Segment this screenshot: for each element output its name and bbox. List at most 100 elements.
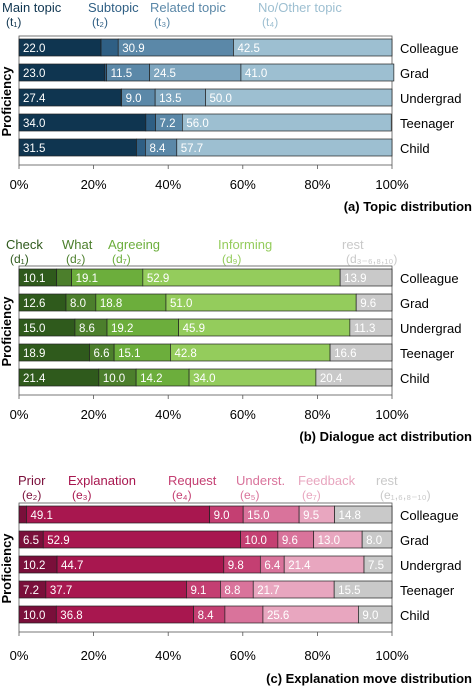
y-axis-label: Proficiency bbox=[0, 533, 14, 604]
category-label: Colleague bbox=[400, 41, 459, 56]
legend-label: Related topic bbox=[150, 0, 226, 15]
category-label: Grad bbox=[400, 66, 429, 81]
bar-segment bbox=[355, 293, 393, 312]
legend-label: What bbox=[62, 237, 93, 252]
data-label: 31.5 bbox=[23, 143, 45, 155]
data-label: 24.5 bbox=[154, 68, 176, 80]
legend-label: Main topic bbox=[2, 0, 62, 15]
data-label: 9.0 bbox=[214, 510, 230, 522]
data-label: 8.4 bbox=[198, 610, 215, 622]
legend-sub: (d₉) bbox=[222, 252, 241, 266]
data-label: 10.0 bbox=[245, 535, 267, 547]
data-label: 34.0 bbox=[193, 373, 215, 385]
bar-segment bbox=[26, 505, 210, 524]
data-label: 6.6 bbox=[93, 348, 109, 360]
category-label: Child bbox=[400, 141, 430, 156]
legend-label: Explanation bbox=[68, 473, 136, 488]
x-tick-label: 20% bbox=[81, 407, 107, 422]
data-label: 13.5 bbox=[159, 93, 181, 105]
data-label: 10.2 bbox=[23, 560, 45, 572]
data-label: 21.7 bbox=[257, 585, 279, 597]
x-tick-label: 20% bbox=[81, 648, 107, 663]
x-tick-label: 80% bbox=[304, 177, 330, 192]
bar-segment bbox=[334, 505, 393, 524]
data-label: 11.5 bbox=[111, 68, 133, 80]
category-label: Undergrad bbox=[400, 91, 461, 106]
chart-panel-3: Prior(e₂) Explanation(e₃) Request(e₄) Under… bbox=[0, 473, 472, 686]
data-label: 20.4 bbox=[320, 373, 343, 385]
bar-segment bbox=[182, 113, 392, 132]
bar-segment bbox=[363, 555, 393, 574]
bar-segment bbox=[361, 530, 393, 549]
x-tick-label: 40% bbox=[155, 407, 181, 422]
chart-caption: (b) Dialogue act distribution bbox=[299, 429, 472, 444]
data-label: 57.7 bbox=[181, 143, 203, 155]
data-label: 8.4 bbox=[149, 143, 166, 155]
data-label: 37.7 bbox=[50, 585, 72, 597]
bar-segment bbox=[339, 268, 393, 287]
data-label: 14.8 bbox=[339, 510, 361, 522]
data-label: 56.0 bbox=[186, 118, 208, 130]
data-label: 15.0 bbox=[23, 323, 45, 335]
data-label: 30.9 bbox=[122, 43, 144, 55]
bar-segment bbox=[176, 138, 393, 157]
data-label: 9.0 bbox=[362, 610, 378, 622]
data-label: 45.9 bbox=[183, 323, 205, 335]
data-label: 8.6 bbox=[79, 323, 95, 335]
data-label: 9.0 bbox=[126, 93, 142, 105]
bar-segment bbox=[205, 88, 393, 107]
legend-label: rest bbox=[376, 473, 398, 488]
data-label: 12.6 bbox=[23, 298, 45, 310]
y-axis-label: Proficiency bbox=[0, 296, 14, 367]
data-label: 8.0 bbox=[70, 298, 86, 310]
data-label: 9.6 bbox=[282, 535, 298, 547]
data-label: 25.6 bbox=[267, 610, 289, 622]
legend-label: Agreeing bbox=[108, 237, 160, 252]
legend-label: Prior bbox=[18, 473, 46, 488]
legend-sub: (t₂) bbox=[92, 15, 108, 29]
legend-sub: (t₃) bbox=[154, 15, 170, 29]
legend-sub: (d₃₋₆,₈,₁₀) bbox=[346, 252, 397, 266]
chart-caption: (a) Topic distribution bbox=[344, 199, 472, 214]
category-label: Colleague bbox=[400, 271, 459, 286]
data-label: 7.2 bbox=[160, 118, 176, 130]
x-tick-label: 60% bbox=[230, 407, 256, 422]
legend-label: rest bbox=[342, 237, 364, 252]
data-label: 51.0 bbox=[170, 298, 192, 310]
category-label: Grad bbox=[400, 296, 429, 311]
data-label: 36.8 bbox=[60, 610, 82, 622]
data-label: 27.4 bbox=[23, 93, 46, 105]
category-label: Undergrad bbox=[400, 321, 461, 336]
data-label: 15.1 bbox=[118, 348, 140, 360]
data-label: 10.0 bbox=[103, 373, 125, 385]
legend-sub: (e₂) bbox=[22, 488, 41, 502]
bar-segment bbox=[165, 293, 357, 312]
bar-segment bbox=[358, 605, 393, 624]
legend-label: Underst. bbox=[236, 473, 285, 488]
x-tick-label: 80% bbox=[304, 407, 330, 422]
legend-sub: (t₄) bbox=[262, 15, 278, 29]
data-label: 9.1 bbox=[190, 585, 206, 597]
data-label: 15.0 bbox=[247, 510, 269, 522]
x-tick-label: 100% bbox=[375, 177, 409, 192]
bar-segment bbox=[224, 605, 264, 624]
legend-label: No/Other topic bbox=[258, 0, 342, 15]
chart-caption: (c) Explanation move distribution bbox=[266, 671, 472, 686]
category-label: Teenager bbox=[400, 583, 455, 598]
data-label: 23.0 bbox=[23, 68, 45, 80]
x-tick-label: 40% bbox=[155, 648, 181, 663]
category-label: Teenager bbox=[400, 346, 455, 361]
x-tick-label: 20% bbox=[81, 177, 107, 192]
legend-label: Subtopic bbox=[88, 0, 139, 15]
data-label: 15.5 bbox=[338, 585, 360, 597]
data-label: 11.3 bbox=[354, 323, 376, 335]
legend-sub: (d₇) bbox=[112, 252, 131, 266]
x-tick-label: 0% bbox=[10, 407, 29, 422]
data-label: 10.0 bbox=[23, 610, 45, 622]
category-label: Colleague bbox=[400, 508, 459, 523]
legend-label: Informing bbox=[218, 237, 272, 252]
data-label: 19.1 bbox=[76, 273, 98, 285]
data-label: 14.2 bbox=[140, 373, 162, 385]
bar-segment bbox=[136, 138, 146, 157]
